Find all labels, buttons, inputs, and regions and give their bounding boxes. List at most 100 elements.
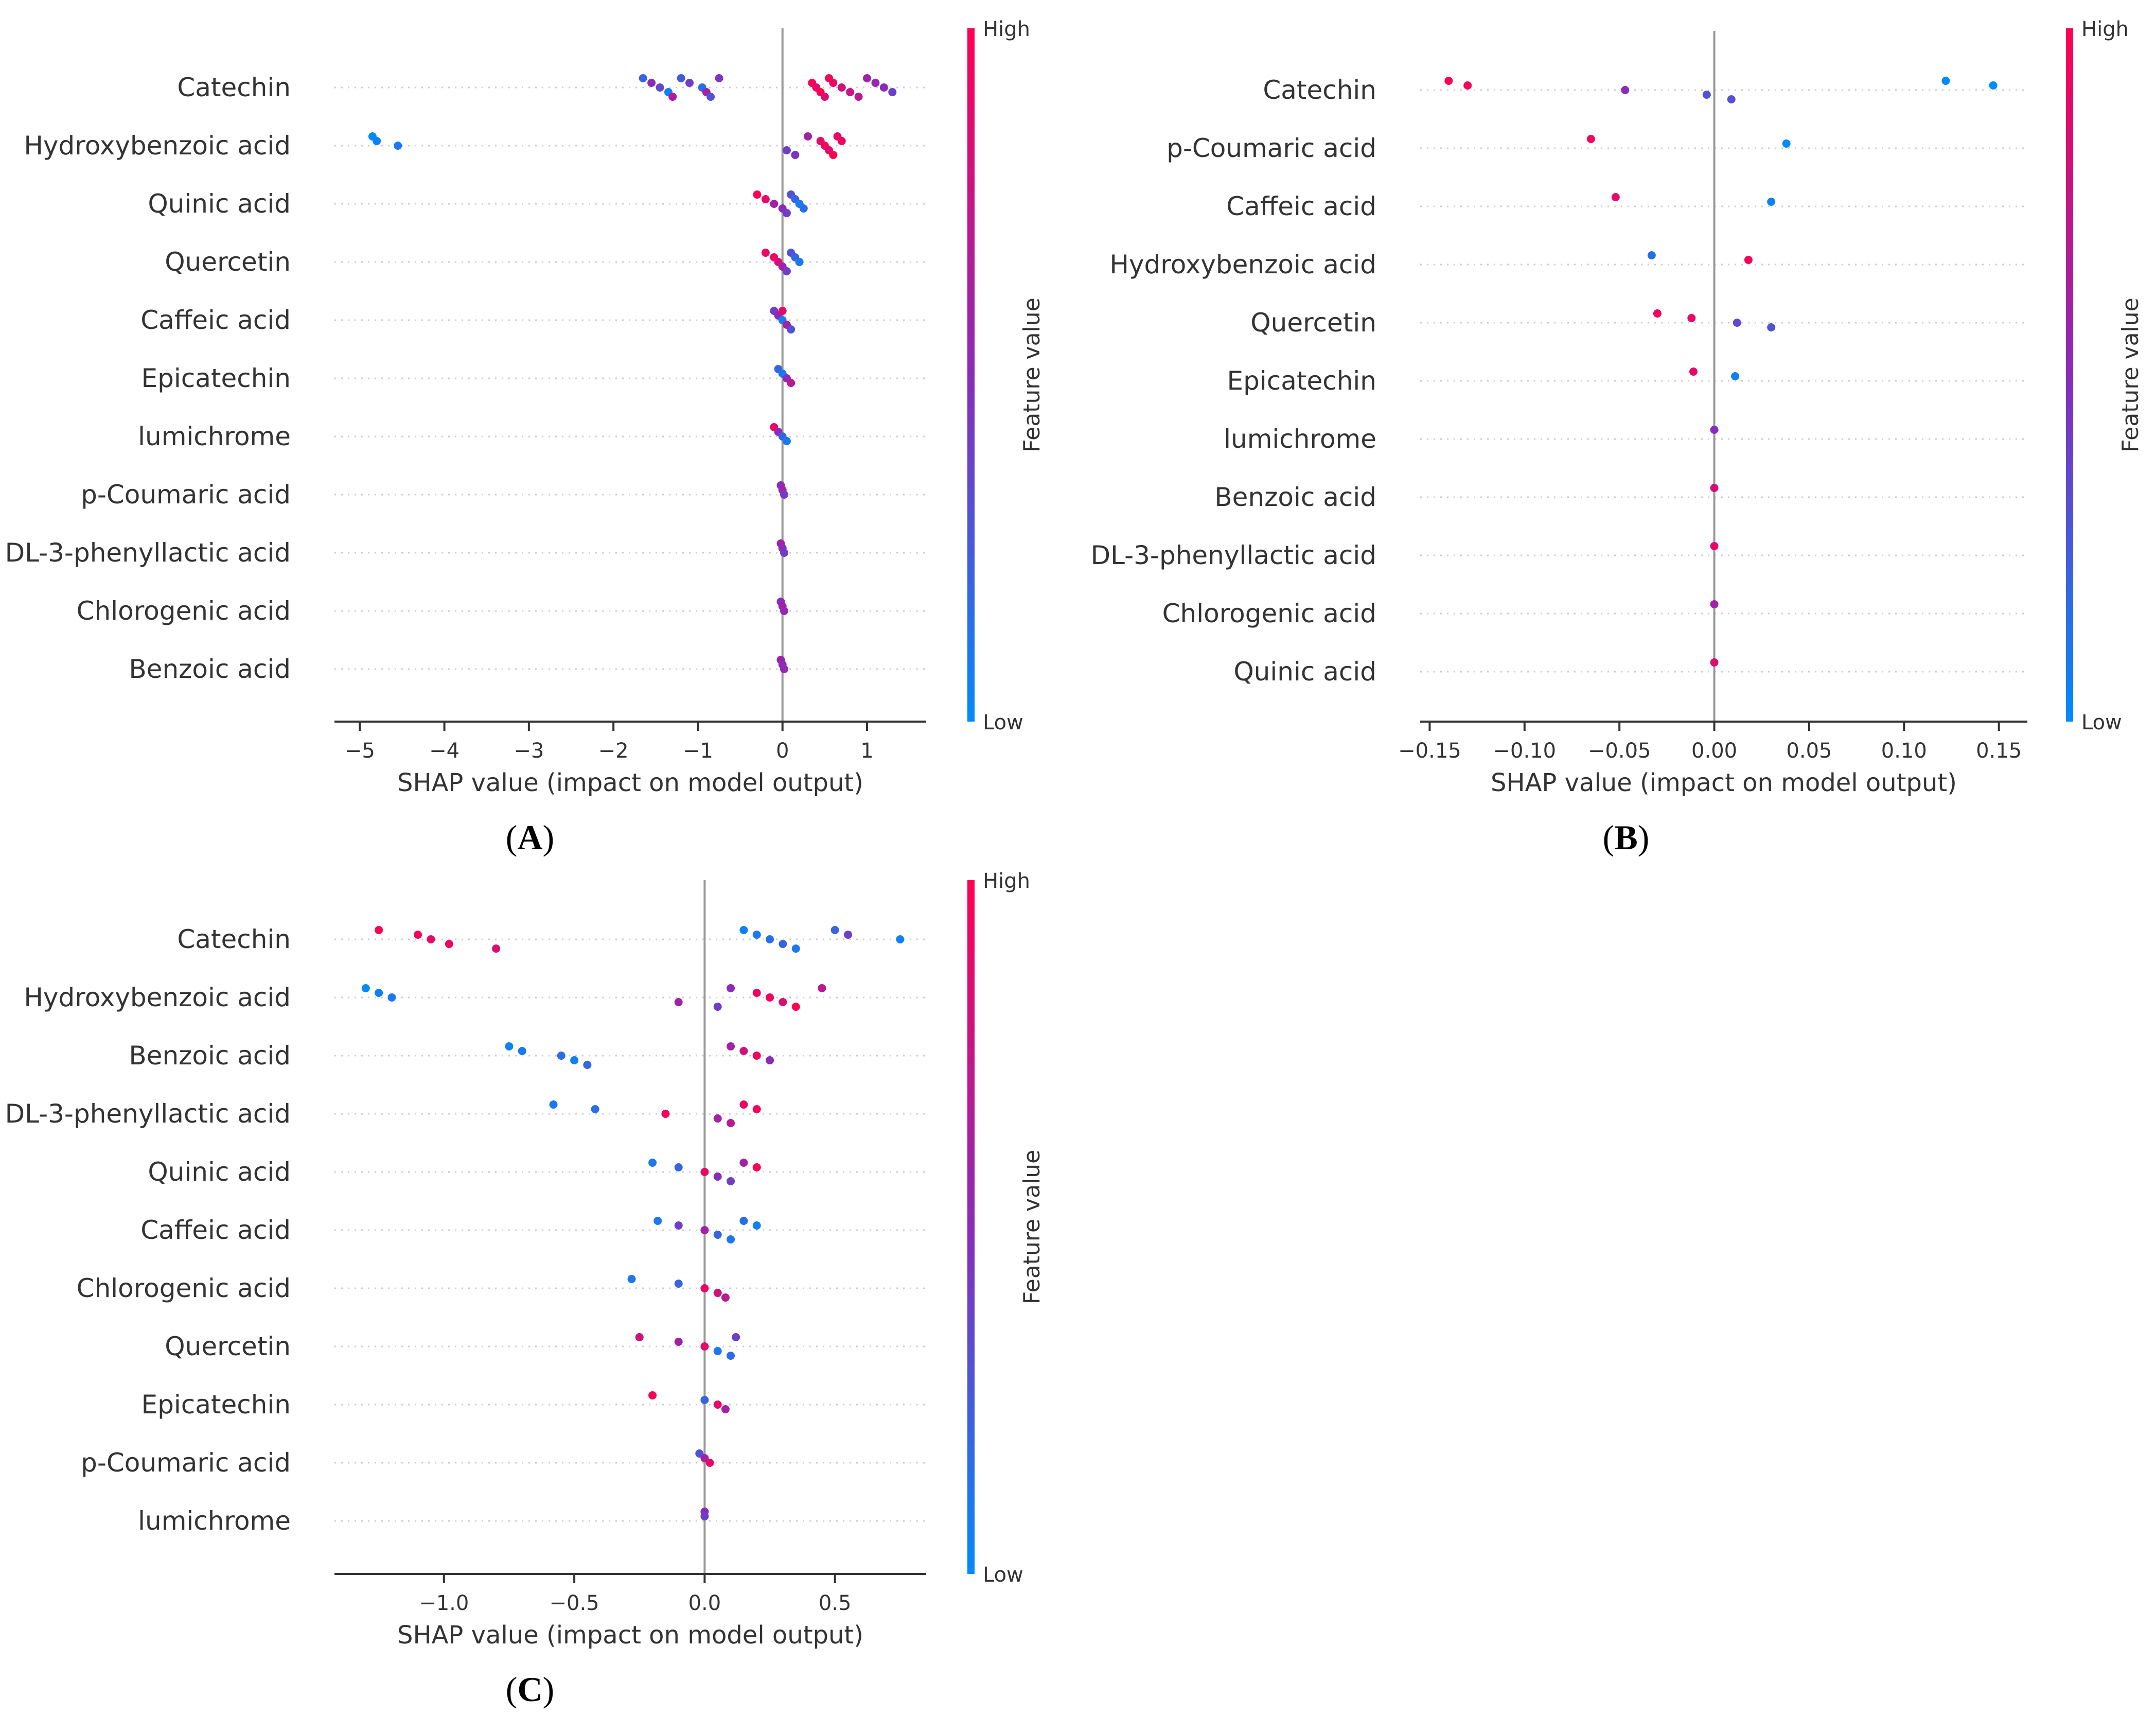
shap-point — [863, 74, 871, 82]
panel-a: Catechin Hydroxybenzoic acid Quinic acid Qu… — [5, 17, 1045, 857]
shap-point — [1689, 367, 1698, 376]
shap-point — [766, 993, 774, 1002]
shap-point — [739, 1159, 748, 1167]
shap-point — [780, 665, 788, 673]
shap-point — [791, 944, 800, 953]
colorbar-low-label: Low — [983, 711, 1023, 734]
shap-point — [1941, 77, 1950, 85]
feature-label: Quinic acid — [1233, 657, 1376, 687]
shap-point — [752, 1105, 761, 1113]
shap-point — [752, 1163, 761, 1171]
shap-point — [713, 1289, 722, 1297]
shap-point — [752, 1052, 761, 1060]
feature-label: Chlorogenic acid — [1162, 599, 1376, 628]
shap-point — [791, 151, 800, 159]
shap-point — [627, 1275, 636, 1283]
panel-letter: (B) — [1603, 818, 1650, 857]
shap-point — [766, 1056, 774, 1064]
shap-point — [727, 1352, 735, 1360]
colorbar — [967, 880, 975, 1574]
shap-point — [1767, 198, 1776, 206]
feature-label: Chlorogenic acid — [77, 1273, 291, 1303]
shap-point — [1621, 86, 1630, 94]
feature-label: lumichrome — [1224, 424, 1376, 454]
x-tick-label: −4 — [429, 739, 460, 763]
shap-point — [871, 79, 880, 87]
feature-label: Quercetin — [1250, 308, 1376, 338]
shap-point — [761, 249, 770, 257]
shap-point — [727, 1177, 735, 1185]
shap-point — [752, 989, 761, 997]
shap-point — [414, 931, 422, 939]
shap-point — [739, 1100, 748, 1109]
x-tick-label: 0.10 — [1881, 739, 1927, 763]
feature-label: DL-3-phenyllactic acid — [1091, 540, 1376, 570]
feature-label: p-Coumaric acid — [1167, 133, 1376, 163]
feature-label: p-Coumaric acid — [81, 1448, 291, 1478]
shap-point — [685, 79, 694, 87]
shap-point — [1710, 484, 1719, 492]
shap-point — [820, 93, 829, 101]
x-tick-label: −0.10 — [1493, 739, 1557, 763]
colorbar-title: Feature value — [1019, 1150, 1045, 1304]
shap-point — [1744, 256, 1753, 264]
shap-point — [713, 1347, 722, 1355]
shap-point — [1702, 91, 1711, 99]
shap-point — [795, 258, 804, 266]
shap-point — [721, 1405, 730, 1413]
shap-point — [1727, 95, 1736, 103]
shap-point — [656, 83, 664, 92]
shap-point — [780, 607, 788, 615]
shap-point — [879, 83, 888, 92]
shap-point — [361, 984, 370, 992]
shap-point — [1733, 319, 1741, 327]
x-axis-label: SHAP value (impact on model output) — [397, 768, 863, 797]
shap-point — [1710, 542, 1719, 550]
shap-point — [700, 1284, 709, 1292]
shap-point — [727, 984, 735, 992]
shap-point — [1782, 139, 1791, 148]
shap-point — [896, 935, 905, 943]
shap-point — [739, 1217, 748, 1225]
feature-label: Catechin — [177, 924, 291, 954]
x-tick-label: 0.15 — [1976, 739, 2022, 763]
shap-point — [739, 1047, 748, 1055]
shap-point — [1647, 251, 1656, 259]
colorbar-high-label: High — [983, 869, 1030, 893]
shap-point — [648, 1159, 657, 1167]
shap-point — [375, 989, 383, 997]
shap-point — [668, 93, 677, 101]
feature-label: Benzoic acid — [1214, 482, 1376, 512]
feature-label: Hydroxybenzoic acid — [24, 131, 291, 161]
x-axis-label: SHAP value (impact on model output) — [397, 1621, 863, 1650]
shap-point — [373, 137, 381, 145]
shap-point — [829, 151, 838, 159]
shap-point — [721, 1293, 730, 1302]
shap-point — [1767, 323, 1776, 331]
shap-point — [647, 79, 656, 87]
x-tick-label: −5 — [345, 739, 375, 763]
shap-point — [837, 137, 846, 145]
shap-point — [780, 491, 788, 499]
x-tick-label: 0.5 — [819, 1591, 852, 1615]
shap-point — [557, 1052, 565, 1060]
shap-point — [782, 267, 791, 275]
colorbar-low-label: Low — [2081, 711, 2122, 734]
feature-label: Caffeic acid — [140, 305, 291, 335]
shap-point — [804, 132, 812, 141]
shap-point — [674, 1221, 683, 1230]
feature-label: DL-3-phenyllactic acid — [5, 1099, 291, 1129]
shap-point — [778, 307, 787, 315]
colorbar-low-label: Low — [983, 1563, 1023, 1587]
shap-point — [844, 931, 853, 939]
shap-point — [739, 926, 748, 934]
feature-label: Epicatechin — [142, 363, 291, 393]
x-tick-label: −2 — [598, 739, 629, 763]
shap-point — [818, 984, 826, 992]
shap-point — [1731, 372, 1740, 380]
panel-letter: (C) — [506, 1670, 554, 1709]
shap-point — [706, 93, 715, 101]
shap-point — [1653, 309, 1662, 318]
shap-point — [705, 1459, 714, 1467]
shap-point — [787, 325, 796, 334]
